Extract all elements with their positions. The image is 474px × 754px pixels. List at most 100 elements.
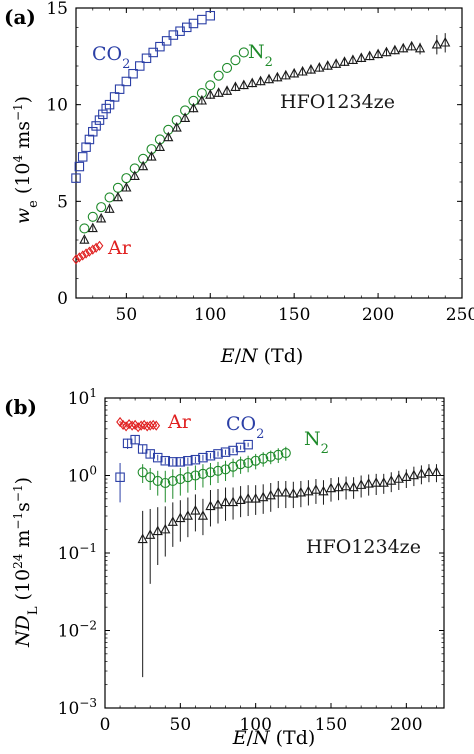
- y-tick-label: 5: [57, 192, 68, 212]
- data-point: [78, 250, 87, 261]
- data-point: [167, 475, 178, 487]
- data-point: [363, 477, 374, 488]
- data-point: [197, 468, 208, 479]
- data-point: [88, 244, 97, 255]
- data-point: [289, 67, 300, 78]
- data-point: [87, 222, 98, 233]
- panel-a-marks: [71, 10, 451, 265]
- data-point: [213, 87, 224, 97]
- data-point: [325, 482, 337, 493]
- data-point: [265, 489, 276, 500]
- data-point: [74, 161, 85, 172]
- data-point: [175, 473, 186, 485]
- data-point: [406, 40, 417, 51]
- data-point: [205, 89, 216, 99]
- data-point: [81, 142, 91, 152]
- y-tick-label: 0: [57, 289, 68, 309]
- x-tick-label: 150: [278, 305, 310, 325]
- data-point: [148, 47, 158, 58]
- data-point: [121, 76, 132, 87]
- data-point: [389, 44, 400, 55]
- data-point: [250, 455, 261, 466]
- data-point: [137, 467, 148, 478]
- data-point: [143, 421, 152, 432]
- data-point: [72, 254, 80, 265]
- data-point: [371, 477, 382, 487]
- data-point: [408, 469, 419, 480]
- data-point: [134, 422, 143, 433]
- data-point: [273, 486, 284, 497]
- data-point: [348, 481, 359, 492]
- data-point: [109, 92, 120, 102]
- data-point: [205, 467, 216, 478]
- data-point: [322, 60, 333, 70]
- data-point: [129, 170, 140, 180]
- x-tick-label: 100: [194, 305, 226, 325]
- data-point: [340, 480, 352, 491]
- y-tick-label: 101: [68, 386, 97, 409]
- panel-b-label-ar: Ar: [167, 411, 192, 433]
- series-hfo1234ze: [137, 464, 442, 678]
- data-point: [423, 466, 435, 477]
- data-point: [98, 109, 108, 120]
- data-point: [393, 473, 404, 483]
- data-point: [115, 472, 125, 482]
- data-point: [161, 36, 172, 46]
- data-point: [212, 498, 224, 509]
- y-tick-label: 10−1: [58, 541, 97, 564]
- data-point: [243, 457, 254, 469]
- data-point: [175, 512, 186, 523]
- data-point: [238, 47, 249, 58]
- data-point: [96, 202, 107, 213]
- data-point: [297, 65, 308, 76]
- data-point: [152, 420, 161, 431]
- data-point: [250, 492, 261, 503]
- data-point: [175, 457, 186, 467]
- panel-a-frame: [75, 7, 463, 299]
- data-point: [188, 102, 199, 113]
- data-point: [318, 485, 329, 496]
- data-point: [137, 444, 148, 454]
- data-point: [280, 69, 291, 80]
- panel-a-xlabel: E/N (Td): [220, 345, 304, 367]
- data-point: [280, 486, 291, 497]
- data-point: [263, 73, 275, 84]
- data-point: [401, 471, 412, 481]
- data-point: [91, 121, 101, 131]
- data-point: [381, 46, 392, 57]
- series-ar: [116, 416, 161, 433]
- data-point: [168, 457, 178, 467]
- data-point: [135, 61, 145, 71]
- data-point: [347, 54, 359, 64]
- data-point: [255, 75, 266, 86]
- series-hfo1234ze: [79, 33, 451, 244]
- data-point: [378, 477, 389, 487]
- data-point: [155, 41, 165, 52]
- panel-b-label-hfo: HFO1234ze: [306, 536, 421, 558]
- data-point: [154, 141, 166, 151]
- data-point: [160, 477, 171, 489]
- data-point: [79, 234, 90, 244]
- panel-b-ylabel: NDL (1024 m−1s−1): [11, 477, 41, 648]
- data-point: [273, 449, 284, 460]
- data-point: [205, 10, 216, 21]
- data-point: [314, 62, 325, 72]
- data-point: [114, 84, 125, 94]
- y-tick-label: 100: [68, 464, 97, 487]
- data-point: [258, 453, 269, 464]
- data-point: [137, 420, 146, 431]
- data-point: [75, 252, 84, 263]
- panel-b-ticks: 0 50 100 150 200 10−3 10−2 10−1 100 101: [58, 386, 444, 735]
- data-point: [82, 248, 90, 259]
- data-point: [272, 71, 283, 82]
- data-point: [213, 449, 223, 459]
- series-ar: [72, 240, 104, 265]
- data-point: [386, 475, 397, 485]
- data-point: [220, 464, 231, 475]
- x-tick-label: 0: [100, 715, 111, 735]
- x-tick-label: 50: [170, 715, 192, 735]
- data-point: [94, 115, 105, 125]
- x-tick-label: 50: [116, 305, 138, 325]
- data-point: [258, 491, 269, 502]
- data-point: [128, 420, 137, 431]
